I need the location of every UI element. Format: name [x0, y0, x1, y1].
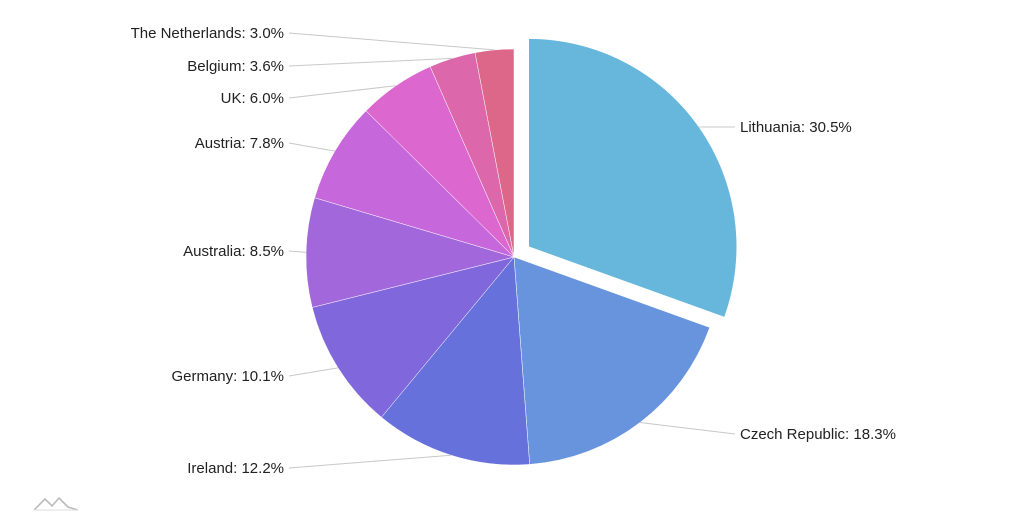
amcharts-logo-icon[interactable]	[33, 494, 79, 512]
slice-label-belgium: Belgium: 3.6%	[187, 58, 284, 75]
leader-line	[288, 142, 336, 152]
pie-slice-lithuania[interactable]	[528, 38, 737, 318]
pie-slice-czech-republic[interactable]	[513, 256, 711, 465]
slice-label-germany: Germany: 10.1%	[171, 368, 284, 385]
slice-label-lithuania: Lithuania: 30.5%	[740, 119, 852, 136]
slice-label-the-netherlands: The Netherlands: 3.0%	[131, 25, 284, 42]
leader-line	[288, 454, 452, 469]
leader-line	[288, 250, 307, 253]
slice-label-czech-republic: Czech Republic: 18.3%	[740, 426, 896, 443]
leader-lines-group	[288, 32, 736, 469]
leader-line	[639, 422, 736, 435]
pie-slice-austria[interactable]	[314, 110, 515, 258]
pie-slice-ireland[interactable]	[381, 256, 530, 466]
pie-slice-the-netherlands[interactable]	[474, 48, 515, 258]
pie-slice-germany[interactable]	[311, 256, 515, 418]
slice-label-austria: Austria: 7.8%	[195, 135, 284, 152]
labels-group: Lithuania: 30.5% Czech Republic: 18.3% Ire…	[131, 25, 896, 477]
slice-label-uk: UK: 6.0%	[221, 90, 284, 107]
slice-label-australia: Australia: 8.5%	[183, 243, 284, 260]
slices-group	[305, 38, 737, 466]
leader-line	[288, 85, 397, 99]
leader-line	[288, 32, 495, 51]
leader-line	[288, 57, 453, 67]
leader-line	[288, 367, 339, 377]
slice-label-ireland: Ireland: 12.2%	[187, 460, 284, 477]
